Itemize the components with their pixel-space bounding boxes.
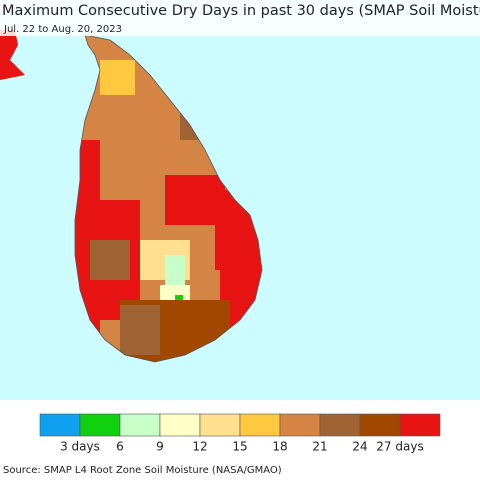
legend-label: 9 [156, 440, 164, 454]
legend-swatch [239, 413, 281, 437]
legend-label: 3 days [60, 440, 100, 454]
legend-label: 21 [312, 440, 327, 454]
legend-swatch [399, 413, 441, 437]
legend-label: 24 [352, 440, 367, 454]
legend-label: 18 [272, 440, 287, 454]
legend: 3 days 6 9 12 15 18 21 24 27 days [39, 413, 441, 454]
legend-swatch [119, 413, 161, 437]
legend-label: 15 [232, 440, 247, 454]
legend-label: 27 days [376, 440, 423, 454]
legend-swatch [279, 413, 321, 437]
sea [0, 0, 480, 400]
source: Source: SMAP L4 Root Zone Soil Moisture … [3, 465, 282, 476]
india-coast [0, 30, 25, 80]
legend-label: 6 [116, 440, 124, 454]
legend-swatch [359, 413, 401, 437]
legend-label: 12 [192, 440, 207, 454]
legend-swatch [199, 413, 241, 437]
legend-swatch [79, 413, 121, 437]
legend-swatch [39, 413, 81, 437]
coastline [74, 34, 263, 363]
title: Maximum Consecutive Dry Days in past 30 … [2, 3, 480, 19]
legend-swatch [319, 413, 361, 437]
subtitle: Jul. 22 to Aug. 20, 2023 [3, 24, 122, 35]
legend-swatch [159, 413, 201, 437]
title-band [0, 0, 480, 36]
